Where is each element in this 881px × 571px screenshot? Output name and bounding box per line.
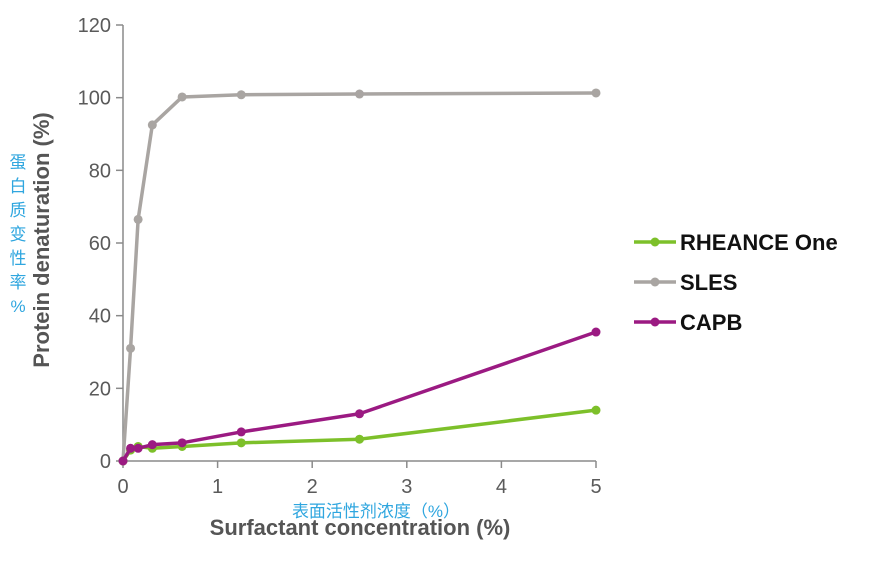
data-point: [355, 409, 364, 419]
y-axis-title-cn-char: %: [10, 297, 25, 316]
y-axis-title-cn-char: 蛋: [10, 153, 27, 172]
data-point: [591, 405, 601, 415]
y-tick-label-100: 100: [78, 88, 111, 110]
x-tick-label-5: 5: [590, 476, 601, 498]
y-tick-label-120: 120: [78, 15, 111, 37]
data-point: [177, 438, 187, 448]
series-2: [118, 327, 601, 466]
data-point: [591, 327, 601, 337]
series-1: [118, 88, 601, 466]
y-tick-label-40: 40: [89, 306, 111, 328]
x-axis-title: Surfactant concentration (%): [210, 515, 511, 540]
x-tick-label-1: 1: [212, 476, 223, 498]
data-point: [236, 90, 246, 100]
data-point: [133, 443, 143, 453]
legend-item: CAPB: [634, 310, 742, 335]
y-tick-label-60: 60: [89, 233, 111, 255]
data-point: [118, 456, 128, 466]
y-axis-title-cn-char: 率: [10, 273, 27, 292]
axes: 0 20 40 60 80 100 120 0 1 2 3 4 5: [78, 15, 602, 498]
legend-label: RHEANCE One: [680, 230, 838, 255]
data-point: [126, 443, 136, 453]
legend-swatch-marker: [650, 317, 660, 327]
legend-swatch-marker: [650, 237, 660, 247]
data-point: [355, 434, 364, 444]
x-tick-label-2: 2: [307, 476, 318, 498]
data-point: [147, 440, 157, 450]
data-point: [236, 427, 246, 437]
y-axis-title-cn-char: 质: [10, 201, 27, 220]
x-tick-label-0: 0: [117, 476, 128, 498]
y-tick-label-20: 20: [89, 378, 111, 400]
legend-label: SLES: [680, 270, 737, 295]
legend-swatch-marker: [650, 277, 660, 287]
legend-label: CAPB: [680, 310, 742, 335]
data-point: [177, 92, 187, 102]
data-point: [236, 438, 246, 448]
y-axis-title-cn-char: 变: [10, 225, 27, 244]
data-point: [591, 88, 601, 98]
y-tick-label-0: 0: [100, 451, 111, 473]
y-tick-label-80: 80: [89, 160, 111, 182]
legend: RHEANCE One SLES CAPB: [634, 230, 838, 335]
legend-item: SLES: [634, 270, 737, 295]
y-axis-title-cn-char: 性: [10, 249, 27, 268]
y-axis-title: Protein denaturation (%): [29, 112, 54, 367]
data-point: [147, 120, 157, 130]
data-point: [126, 343, 136, 353]
y-axis-title-cn-char: 白: [10, 177, 27, 196]
data-point: [133, 214, 143, 224]
data-point: [355, 89, 364, 99]
legend-item: RHEANCE One: [634, 230, 838, 255]
x-axis-title-cn: 表面活性剂浓度（%）: [292, 502, 460, 521]
x-tick-label-4: 4: [496, 476, 507, 498]
series-layer: [118, 88, 601, 466]
series-line: [121, 91, 597, 462]
x-tick-label-3: 3: [401, 476, 412, 498]
